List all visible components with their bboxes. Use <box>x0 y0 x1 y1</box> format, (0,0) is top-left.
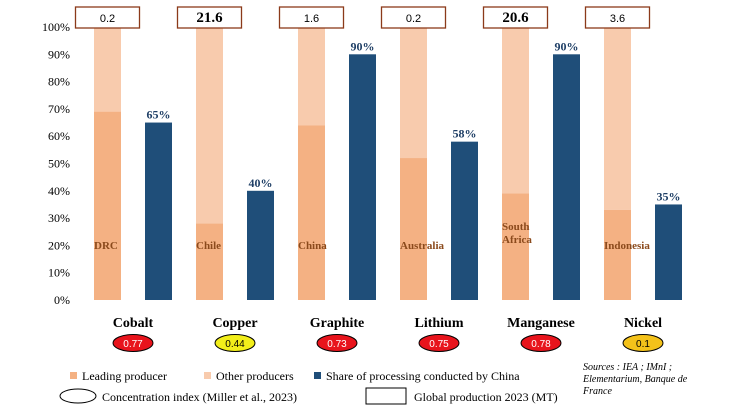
source-note: Elementarium, Banque de <box>582 374 688 385</box>
leading-producer-label-copper: Chile <box>196 240 221 252</box>
global-production-box-lithium <box>380 6 447 29</box>
legend-swatch-other <box>204 372 211 379</box>
leading-producer-bar-lithium <box>400 158 427 300</box>
leading-producer-label-manganese: South <box>502 221 530 233</box>
source-note: France <box>582 386 612 397</box>
concentration-ellipse-nickel <box>622 334 664 352</box>
other-producers-bar-manganese <box>502 27 529 194</box>
y-tick-label: 100% <box>42 20 70 34</box>
y-tick-label: 20% <box>48 238 70 252</box>
mineral-label-nickel: Nickel <box>624 316 662 331</box>
legend-ellipse-concentration <box>59 388 97 404</box>
leading-producer-bar-manganese <box>502 193 529 300</box>
china-processing-bar-nickel <box>655 204 682 300</box>
global-production-box-manganese <box>482 6 549 29</box>
leading-producer-label-nickel: Indonesia <box>604 240 650 252</box>
global-production-value-cobalt: 0.2 <box>100 13 115 25</box>
other-producers-bar-cobalt <box>94 27 121 112</box>
other-producers-bar-copper <box>196 27 223 224</box>
global-production-value-nickel: 3.6 <box>610 13 625 25</box>
legend-swatch-leading <box>70 372 77 379</box>
china-processing-bar-manganese <box>553 54 580 300</box>
concentration-ellipse-manganese <box>520 334 562 352</box>
concentration-ellipse-cobalt <box>112 334 154 352</box>
other-producers-bar-nickel <box>604 27 631 210</box>
global-production-box-copper <box>176 6 243 29</box>
concentration-index-manganese: 0.78 <box>531 339 551 350</box>
global-production-value-graphite: 1.6 <box>304 13 319 25</box>
china-processing-label-nickel: 35% <box>657 189 681 203</box>
leading-producer-bar-cobalt <box>94 111 121 300</box>
china-processing-label-manganese: 90% <box>555 39 579 53</box>
concentration-index-lithium: 0.75 <box>429 339 449 350</box>
china-processing-label-lithium: 58% <box>453 127 477 141</box>
y-tick-label: 90% <box>48 47 70 61</box>
china-processing-label-copper: 40% <box>249 176 273 190</box>
mineral-label-copper: Copper <box>212 316 257 331</box>
y-tick-label: 40% <box>48 184 70 198</box>
leading-producer-bar-graphite <box>298 125 325 300</box>
legend-label-production: Global production 2023 (MT) <box>414 390 558 404</box>
leading-producer-label-graphite: China <box>298 240 327 252</box>
y-tick-label: 50% <box>48 157 70 171</box>
y-tick-label: 0% <box>54 293 70 307</box>
leading-producer-bar-copper <box>196 223 223 300</box>
concentration-index-nickel: 0.1 <box>636 339 650 350</box>
legend-label-leading: Leading producer <box>82 369 167 383</box>
y-tick-label: 30% <box>48 211 70 225</box>
legend-label-china: Share of processing conducted by China <box>326 369 520 383</box>
other-producers-bar-lithium <box>400 27 427 159</box>
y-tick-label: 80% <box>48 75 70 89</box>
china-processing-label-cobalt: 65% <box>147 108 171 122</box>
concentration-index-graphite: 0.73 <box>327 339 347 350</box>
concentration-ellipse-graphite <box>316 334 358 352</box>
mineral-label-graphite: Graphite <box>310 316 364 331</box>
china-processing-bar-copper <box>247 190 274 300</box>
china-processing-label-graphite: 90% <box>351 39 375 53</box>
leading-producer-label-cobalt: DRC <box>94 240 118 252</box>
y-tick-label: 10% <box>48 266 70 280</box>
concentration-ellipse-copper <box>214 334 256 352</box>
other-producers-bar-graphite <box>298 27 325 126</box>
china-processing-bar-lithium <box>451 141 478 300</box>
y-tick-label: 60% <box>48 129 70 143</box>
legend-label-other: Other producers <box>216 369 294 383</box>
mineral-label-lithium: Lithium <box>414 316 463 331</box>
leading-producer-label-manganese: Africa <box>502 234 532 246</box>
source-note: Sources : IEA ; IMnI ; <box>583 362 672 373</box>
legend-swatch-china <box>314 372 321 379</box>
legend-box-production <box>365 387 407 405</box>
global-production-value-lithium: 0.2 <box>406 13 421 25</box>
global-production-box-graphite <box>278 6 345 29</box>
leading-producer-label-lithium: Australia <box>400 240 445 252</box>
mineral-label-cobalt: Cobalt <box>113 316 154 331</box>
global-production-box-nickel <box>584 6 651 29</box>
leading-producer-bar-nickel <box>604 209 631 300</box>
concentration-index-cobalt: 0.77 <box>123 339 143 350</box>
concentration-index-copper: 0.44 <box>225 339 245 350</box>
china-processing-bar-cobalt <box>145 122 172 300</box>
global-production-value-copper: 21.6 <box>196 10 223 26</box>
global-production-box-cobalt <box>74 6 141 29</box>
legend-label-concentration: Concentration index (Miller et al., 2023… <box>102 390 297 404</box>
global-production-value-manganese: 20.6 <box>502 10 529 26</box>
y-tick-label: 70% <box>48 102 70 116</box>
mineral-label-manganese: Manganese <box>507 316 575 331</box>
concentration-ellipse-lithium <box>418 334 460 352</box>
china-processing-bar-graphite <box>349 54 376 300</box>
